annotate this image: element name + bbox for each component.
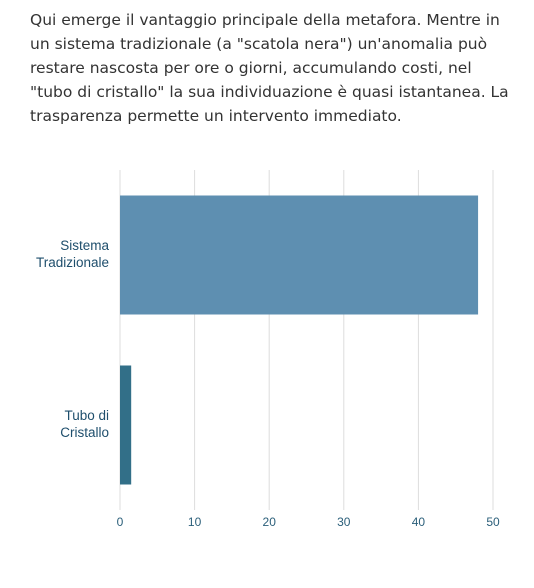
x-tick-label: 30	[337, 515, 351, 529]
x-tick-label: 40	[412, 515, 426, 529]
bar	[120, 365, 132, 485]
y-tick-label: Tubo di	[64, 408, 109, 423]
intro-text: Qui emerge il vantaggio principale della…	[30, 11, 509, 125]
y-tick-label: Sistema	[60, 238, 109, 253]
x-tick-label: 50	[486, 515, 500, 529]
bar	[120, 195, 479, 315]
x-tick-label: 0	[117, 515, 124, 529]
x-tick-label: 10	[188, 515, 202, 529]
x-tick-label: 20	[263, 515, 277, 529]
y-tick-label: Tradizionale	[36, 255, 109, 270]
y-tick-label: Cristallo	[60, 425, 109, 440]
